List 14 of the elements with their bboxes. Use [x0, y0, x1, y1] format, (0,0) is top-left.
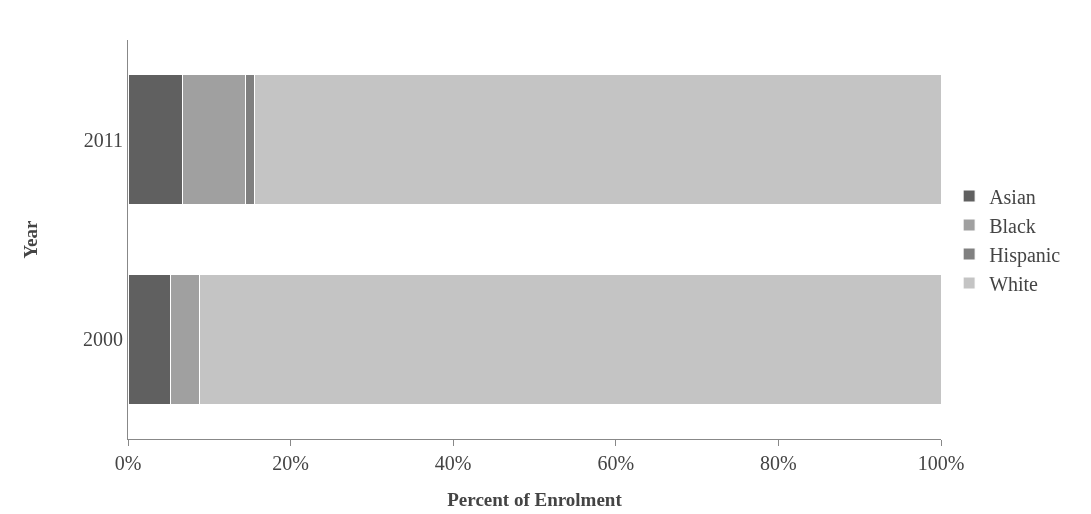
y-tick-label: 2000 — [83, 328, 123, 351]
legend-label: Asian — [989, 185, 1036, 208]
legend-label: White — [989, 272, 1039, 295]
y-tick-label: 2011 — [83, 128, 123, 151]
x-axis-title: Percent of Enrolment — [447, 489, 623, 510]
x-tick-label: 80% — [760, 452, 797, 474]
y-axis-title: Year — [19, 219, 41, 259]
legend-label: Hispanic — [989, 243, 1061, 267]
x-tick-label: 40% — [434, 452, 472, 474]
x-tick-label: 60% — [597, 452, 635, 474]
x-tick-label: 0% — [114, 452, 142, 474]
legend-label: Black — [989, 214, 1036, 237]
x-tick-label: 20% — [272, 452, 309, 474]
x-tick-label: 100% — [917, 452, 965, 474]
